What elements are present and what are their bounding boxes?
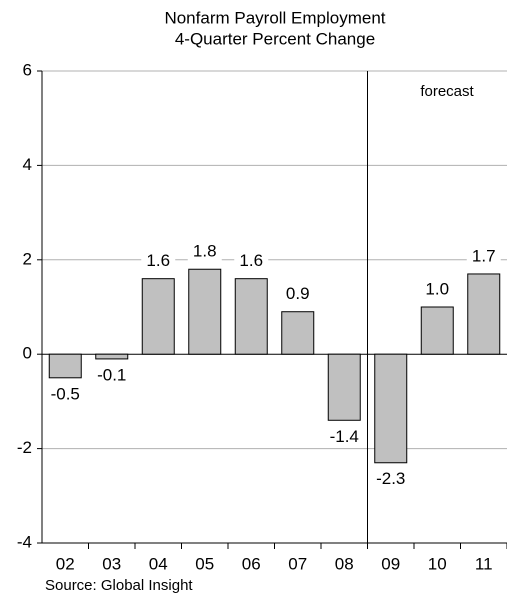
label-bg xyxy=(373,469,408,490)
label-bg xyxy=(187,242,222,263)
y-tick-label: -4 xyxy=(17,532,32,551)
value-label: -1.4 xyxy=(330,427,359,446)
label-bg xyxy=(420,280,455,300)
value-label: -0.1 xyxy=(97,365,126,384)
bar xyxy=(467,273,501,355)
value-label: 1.6 xyxy=(239,251,263,270)
x-tick-label: 06 xyxy=(242,554,261,573)
value-label: 1.6 xyxy=(146,251,170,270)
value-label: -2.3 xyxy=(376,469,405,488)
x-tick-label: 03 xyxy=(102,554,121,573)
value-label: 1.7 xyxy=(472,246,496,265)
y-tick-label: -2 xyxy=(17,438,32,457)
chart-title: Nonfarm Payroll Employment xyxy=(164,8,385,27)
label-bg xyxy=(280,284,315,305)
x-tick-label: 10 xyxy=(428,554,447,573)
value-label: 0.9 xyxy=(286,284,310,303)
bar xyxy=(420,306,454,355)
bar xyxy=(374,353,408,464)
label-bg xyxy=(234,251,269,272)
source-note: Source: Global Insight xyxy=(45,577,193,594)
bar xyxy=(234,278,268,355)
label-bg xyxy=(327,427,362,448)
bar xyxy=(95,353,129,360)
x-tick-label: 05 xyxy=(195,554,214,573)
chart-subtitle: 4-Quarter Percent Change xyxy=(175,29,375,48)
y-tick-label: 0 xyxy=(23,344,32,363)
x-tick-label: 07 xyxy=(288,554,307,573)
bar xyxy=(281,311,315,355)
x-tick-label: 11 xyxy=(475,554,493,573)
forecast-label: forecast xyxy=(420,83,474,100)
y-tick-label: 6 xyxy=(23,60,32,79)
value-label: -0.5 xyxy=(51,384,80,403)
bar xyxy=(188,268,222,355)
label-bg xyxy=(466,246,501,267)
bar xyxy=(327,353,361,421)
x-tick-label: 09 xyxy=(381,554,400,573)
x-tick-label: 02 xyxy=(56,554,75,573)
label-bg xyxy=(48,384,83,405)
bar xyxy=(141,278,175,355)
value-label: 1.0 xyxy=(425,279,449,298)
label-bg xyxy=(94,365,129,386)
value-label: 1.8 xyxy=(193,242,217,261)
y-tick-label: 2 xyxy=(23,249,32,268)
y-tick-label: 4 xyxy=(23,155,32,174)
x-tick-label: 04 xyxy=(149,554,168,573)
x-tick-label: 08 xyxy=(335,554,354,573)
bar xyxy=(48,353,82,379)
label-bg xyxy=(141,251,176,272)
